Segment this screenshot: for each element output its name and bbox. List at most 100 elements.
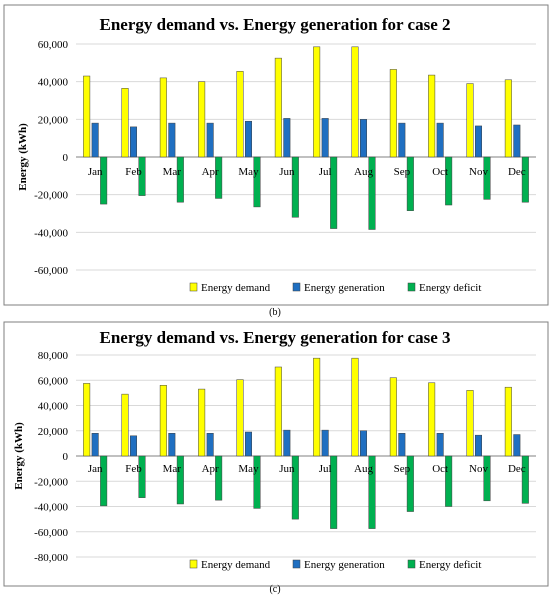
bar-energy-generation-apr xyxy=(206,122,214,158)
x-tick-label: May xyxy=(238,463,259,475)
bar-energy-generation-nov xyxy=(475,125,482,158)
bar-energy-generation-mar xyxy=(168,433,176,457)
legend-entry: Energy demand xyxy=(201,282,271,294)
bar-energy-deficit-jul xyxy=(330,156,338,229)
bar-energy-demand-aug xyxy=(351,357,359,457)
figure-caption: (c) xyxy=(269,584,280,595)
bar-energy-demand-oct xyxy=(428,382,436,457)
y-tick-label: -20,000 xyxy=(34,476,68,488)
bar-energy-deficit-sep xyxy=(406,455,414,512)
x-tick-label: Jul xyxy=(319,463,332,475)
bar-energy-generation-dec xyxy=(513,124,521,158)
bar-energy-generation-oct xyxy=(436,122,444,158)
legend-entry: Energy generation xyxy=(304,282,385,294)
bar-energy-generation-feb xyxy=(130,126,137,158)
bar-energy-deficit-aug xyxy=(368,455,376,529)
y-axis-label: Energy (kWh) xyxy=(17,123,29,191)
bar-energy-deficit-nov xyxy=(483,156,491,200)
x-tick-label: Sep xyxy=(394,166,411,178)
bar-energy-generation-sep xyxy=(398,433,406,457)
y-tick-label: 20,000 xyxy=(38,426,69,438)
y-tick-label: 40,000 xyxy=(38,77,69,89)
x-tick-label: Jan xyxy=(88,463,103,475)
bar-energy-generation-jun xyxy=(283,429,291,457)
bar-energy-demand-jun xyxy=(274,366,282,457)
bar-energy-demand-jul xyxy=(313,46,321,158)
legend-swatch xyxy=(407,559,416,569)
x-tick-label: Aug xyxy=(354,463,373,475)
bar-energy-generation-apr xyxy=(206,433,214,457)
x-tick-label: Nov xyxy=(469,463,488,475)
chart-title: Energy demand vs. Energy generation for … xyxy=(100,15,451,34)
y-tick-label: -60,000 xyxy=(34,527,68,539)
legend-entry: Energy generation xyxy=(304,559,385,571)
y-tick-label: 0 xyxy=(63,152,69,164)
bar-energy-generation-jul xyxy=(321,118,329,158)
bar-energy-deficit-jun xyxy=(291,455,299,520)
y-tick-label: -80,000 xyxy=(34,552,68,564)
bar-energy-demand-jan xyxy=(83,383,91,457)
bar-energy-deficit-mar xyxy=(176,455,184,505)
y-tick-label: 0 xyxy=(63,451,69,463)
x-tick-label: Oct xyxy=(432,463,448,475)
bar-energy-demand-nov xyxy=(466,390,474,457)
bar-energy-deficit-feb xyxy=(138,455,146,498)
legend-entry: Energy deficit xyxy=(419,282,481,294)
bar-energy-generation-jan xyxy=(91,433,99,457)
bar-energy-demand-mar xyxy=(159,385,167,457)
bar-energy-demand-sep xyxy=(389,69,397,158)
bar-energy-generation-aug xyxy=(360,430,367,457)
legend-entry: Energy demand xyxy=(201,559,271,571)
bar-energy-demand-feb xyxy=(121,393,129,457)
bar-energy-deficit-aug xyxy=(368,156,376,230)
x-tick-label: Mar xyxy=(163,463,182,475)
y-tick-label: 80,000 xyxy=(38,350,69,362)
bar-energy-generation-jul xyxy=(321,429,329,457)
legend-swatch xyxy=(292,282,301,292)
x-tick-label: Sep xyxy=(394,463,411,475)
bar-energy-generation-oct xyxy=(436,433,444,457)
x-tick-label: Dec xyxy=(508,166,526,178)
y-axis-label: Energy (kWh) xyxy=(13,422,25,490)
bar-energy-demand-aug xyxy=(351,46,359,158)
bar-energy-generation-sep xyxy=(398,122,406,158)
bar-energy-deficit-dec xyxy=(521,455,529,504)
bar-energy-deficit-nov xyxy=(483,455,491,502)
x-tick-label: Nov xyxy=(469,166,488,178)
x-tick-label: Mar xyxy=(163,166,182,178)
bar-energy-deficit-oct xyxy=(445,156,453,206)
legend-entry: Energy deficit xyxy=(419,559,481,571)
bar-energy-deficit-oct xyxy=(445,455,453,507)
bar-energy-deficit-jan xyxy=(100,455,108,507)
bar-energy-generation-dec xyxy=(513,434,521,457)
bar-energy-demand-may xyxy=(236,71,244,158)
legend-swatch xyxy=(189,559,198,569)
x-tick-label: May xyxy=(238,166,259,178)
bar-energy-demand-mar xyxy=(159,77,167,158)
legend-swatch xyxy=(189,282,198,292)
x-tick-label: Oct xyxy=(432,166,448,178)
y-tick-label: 40,000 xyxy=(38,401,69,413)
x-tick-label: Feb xyxy=(125,166,142,178)
y-tick-label: -40,000 xyxy=(34,502,68,514)
bar-energy-generation-feb xyxy=(130,435,137,457)
chart-panel-1: Energy demand vs. Energy generation for … xyxy=(3,4,549,306)
x-tick-label: Feb xyxy=(125,463,142,475)
x-tick-label: Aug xyxy=(354,166,373,178)
x-tick-label: Jan xyxy=(88,166,103,178)
y-tick-label: -20,000 xyxy=(34,190,68,202)
legend-swatch xyxy=(407,282,416,292)
y-tick-label: 20,000 xyxy=(38,114,69,126)
bar-energy-deficit-jan xyxy=(100,156,108,205)
bar-energy-demand-apr xyxy=(198,81,206,158)
bar-energy-demand-apr xyxy=(198,388,206,457)
x-tick-label: Jun xyxy=(279,166,295,178)
bar-energy-deficit-apr xyxy=(215,156,223,199)
bar-energy-generation-may xyxy=(245,120,252,158)
figure-caption: (b) xyxy=(269,307,281,318)
chart-panel-2: Energy demand vs. Energy generation for … xyxy=(3,321,549,587)
bar-energy-deficit-may xyxy=(253,156,261,208)
bar-energy-generation-nov xyxy=(475,434,482,457)
bar-energy-generation-jun xyxy=(283,118,291,158)
